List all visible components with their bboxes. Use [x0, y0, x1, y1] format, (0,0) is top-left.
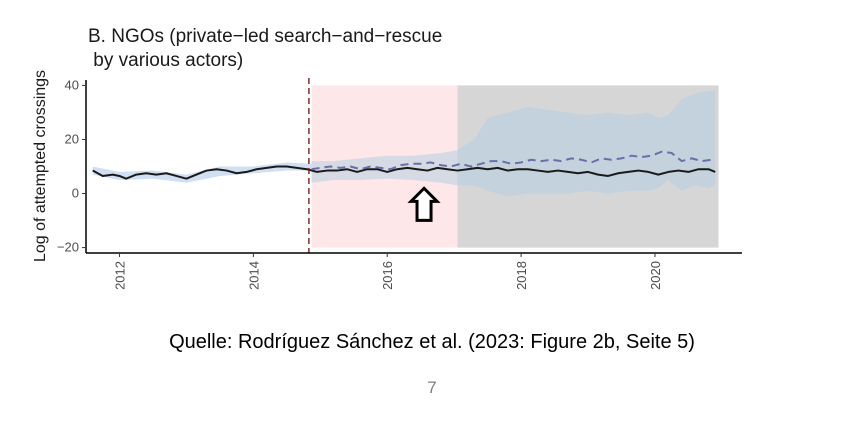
y-tick-label: 20	[65, 131, 79, 146]
plot-area: −20 0 20 40 2012 2014 2016 2018 2020	[57, 77, 742, 290]
chart: B. NGOs (private−led search−and−rescue b…	[32, 26, 742, 290]
page-number: 7	[427, 378, 437, 397]
y-tick-label: 40	[65, 77, 79, 92]
x-tick-label: 2020	[648, 261, 663, 290]
chart-title-line1: B. NGOs (private−led search−and−rescue	[88, 26, 442, 47]
counterfactual-band	[311, 90, 716, 197]
x-tick-label: 2014	[246, 261, 261, 290]
y-tick-label: −20	[57, 240, 79, 255]
y-tick-label: 0	[72, 186, 79, 201]
chart-title-line2: by various actors)	[88, 50, 243, 71]
y-axis-label: Log of attempted crossings	[32, 70, 49, 262]
x-tick-label: 2018	[514, 261, 529, 290]
x-tick-label: 2012	[112, 261, 127, 290]
series-line-dashed	[311, 150, 716, 171]
arrow-up-icon	[407, 186, 441, 222]
source-caption: Quelle: Rodríguez Sánchez et al. (2023: …	[169, 331, 695, 353]
series-line-solid	[92, 165, 716, 180]
x-tick-label: 2016	[380, 261, 395, 290]
